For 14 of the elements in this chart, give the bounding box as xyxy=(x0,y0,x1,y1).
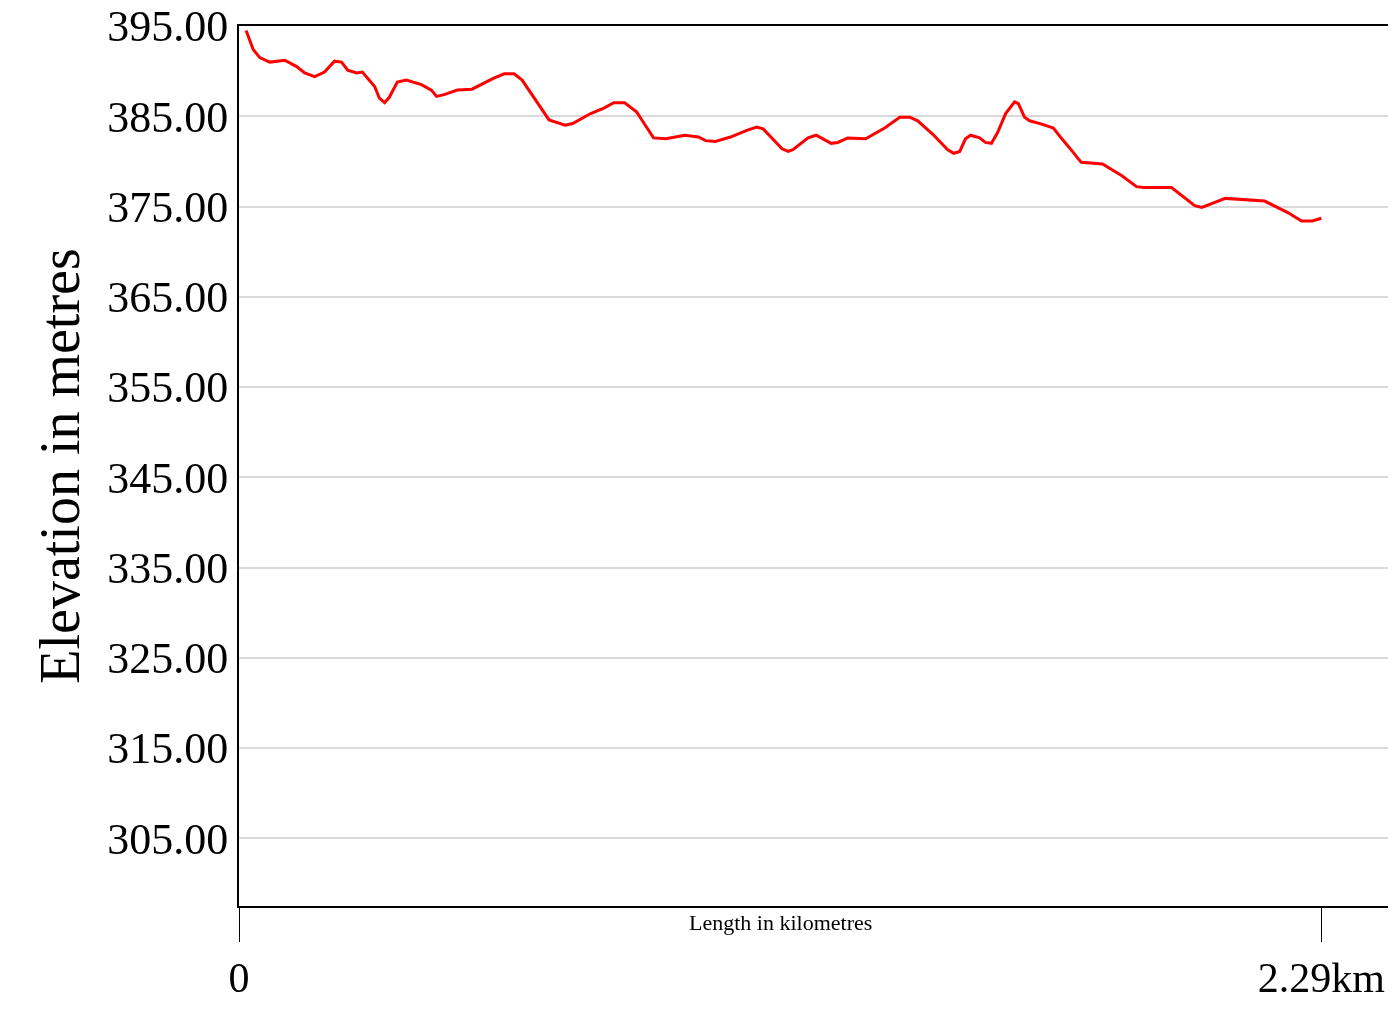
y-tick-label: 355.00 xyxy=(107,363,229,413)
y-tick-label: 305.00 xyxy=(107,814,229,864)
x-tick-label: 2.29km xyxy=(1257,955,1386,1002)
y-tick-label: 345.00 xyxy=(107,453,229,503)
y-tick-label: 395.00 xyxy=(107,2,229,52)
y-tick-label: 375.00 xyxy=(107,182,229,232)
y-axis-title: Elevation in metres xyxy=(28,248,91,684)
y-tick-label: 385.00 xyxy=(107,92,229,142)
y-tick-label: 335.00 xyxy=(107,543,229,593)
y-tick-label: 325.00 xyxy=(107,634,229,684)
x-axis-title: Length in kilometres xyxy=(689,910,873,935)
y-tick-label: 365.00 xyxy=(107,273,229,323)
x-tick-label: 0 xyxy=(228,955,250,1002)
y-tick-label: 315.00 xyxy=(107,724,229,774)
